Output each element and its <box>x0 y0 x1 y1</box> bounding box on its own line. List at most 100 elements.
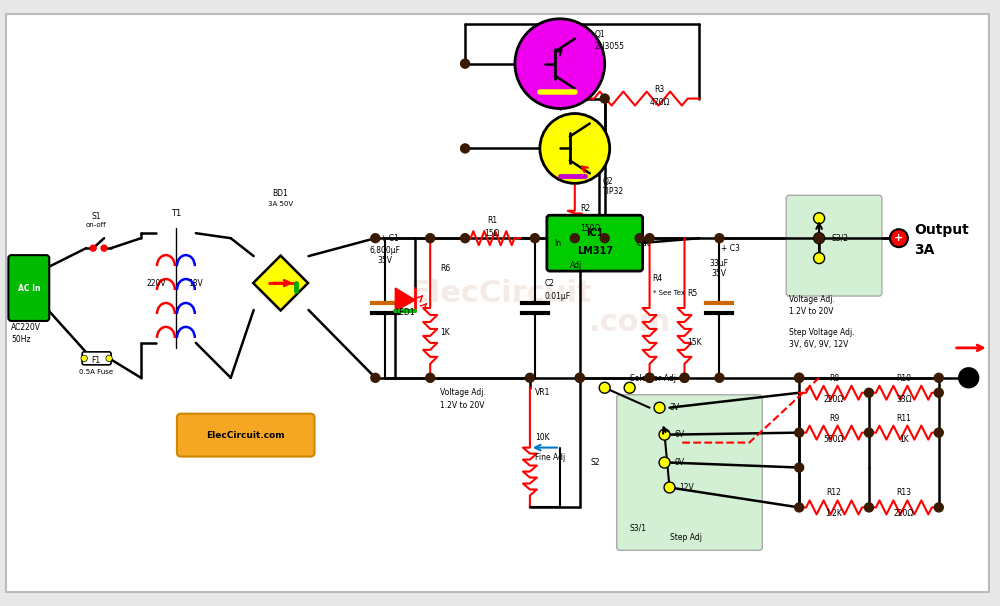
Text: ElecCircuit.com: ElecCircuit.com <box>206 431 285 439</box>
Circle shape <box>101 245 107 251</box>
Text: 10K: 10K <box>535 433 550 442</box>
Circle shape <box>795 503 804 512</box>
Text: BD1: BD1 <box>273 189 288 198</box>
Circle shape <box>795 373 804 382</box>
Text: F1: F1 <box>92 356 101 365</box>
Polygon shape <box>253 256 308 310</box>
Text: LED1: LED1 <box>395 308 415 317</box>
Circle shape <box>890 229 908 247</box>
Circle shape <box>570 234 579 242</box>
Circle shape <box>645 373 654 382</box>
Circle shape <box>90 245 96 251</box>
Circle shape <box>371 234 380 242</box>
Circle shape <box>795 463 804 472</box>
Circle shape <box>814 213 825 224</box>
Text: TIP32: TIP32 <box>603 187 624 196</box>
Text: S3/2: S3/2 <box>831 234 848 242</box>
Text: 2N3055: 2N3055 <box>595 42 625 51</box>
Text: S2: S2 <box>590 458 600 467</box>
Circle shape <box>715 234 724 242</box>
Text: R3: R3 <box>654 85 665 93</box>
Text: Voltage Adj.: Voltage Adj. <box>789 295 835 304</box>
Circle shape <box>795 373 804 382</box>
Text: 3A 50V: 3A 50V <box>268 201 293 207</box>
Text: R13: R13 <box>896 488 911 498</box>
Text: + C1: + C1 <box>380 234 399 243</box>
Text: LM317: LM317 <box>577 246 613 256</box>
Circle shape <box>645 373 654 382</box>
Circle shape <box>815 234 824 242</box>
Circle shape <box>515 19 605 108</box>
Text: 6,800μF: 6,800μF <box>370 246 401 255</box>
Text: S3/1: S3/1 <box>630 524 647 532</box>
Circle shape <box>680 373 689 382</box>
Circle shape <box>934 373 943 382</box>
Text: R11: R11 <box>896 414 911 422</box>
Circle shape <box>599 382 610 393</box>
Text: R5: R5 <box>687 288 698 298</box>
Circle shape <box>81 355 87 362</box>
Text: 1K: 1K <box>899 435 909 444</box>
Text: 220Ω: 220Ω <box>894 510 914 518</box>
Circle shape <box>864 503 873 512</box>
Text: R12: R12 <box>827 488 842 498</box>
Text: IC1: IC1 <box>586 228 603 238</box>
Circle shape <box>106 355 112 362</box>
Text: 15Ω: 15Ω <box>484 229 500 238</box>
Circle shape <box>461 234 470 242</box>
Circle shape <box>659 429 670 440</box>
Text: 560Ω: 560Ω <box>824 435 844 444</box>
Text: 35V: 35V <box>378 256 393 265</box>
Circle shape <box>654 402 665 413</box>
Text: Q2: Q2 <box>603 178 613 186</box>
Circle shape <box>635 234 644 242</box>
Text: 3A: 3A <box>914 243 934 257</box>
Text: T1: T1 <box>171 209 181 218</box>
Text: 220V: 220V <box>146 279 166 288</box>
Circle shape <box>814 233 825 244</box>
Text: 150Ω: 150Ω <box>580 224 600 233</box>
Text: 50Hz: 50Hz <box>11 335 31 344</box>
FancyBboxPatch shape <box>547 215 643 271</box>
Text: 220Ω: 220Ω <box>824 395 844 404</box>
Text: + C3: + C3 <box>721 244 740 253</box>
Text: R6: R6 <box>440 264 450 273</box>
Polygon shape <box>395 288 415 311</box>
Text: 3V, 6V, 9V, 12V: 3V, 6V, 9V, 12V <box>789 340 849 349</box>
Text: Out: Out <box>637 239 650 248</box>
Text: R2: R2 <box>580 204 590 213</box>
Circle shape <box>624 382 635 393</box>
Circle shape <box>575 373 584 382</box>
Text: Adj: Adj <box>570 261 582 270</box>
Circle shape <box>659 457 670 468</box>
Circle shape <box>864 388 873 398</box>
Circle shape <box>645 234 654 242</box>
Text: R4: R4 <box>653 273 663 282</box>
Text: 470Ω: 470Ω <box>649 98 670 107</box>
Text: 35V: 35V <box>712 269 727 278</box>
Text: R10: R10 <box>896 374 911 383</box>
Text: 33Ω: 33Ω <box>896 395 912 404</box>
Circle shape <box>540 113 610 184</box>
Text: Step Voltage Adj.: Step Voltage Adj. <box>789 328 855 337</box>
Text: 0.5A Fuse: 0.5A Fuse <box>79 369 113 375</box>
FancyBboxPatch shape <box>6 14 989 592</box>
Circle shape <box>795 428 804 437</box>
Text: Output: Output <box>914 223 969 237</box>
Text: R1: R1 <box>487 216 497 225</box>
Text: 6V: 6V <box>675 430 685 439</box>
Text: 0.01μF: 0.01μF <box>545 292 571 301</box>
Text: Voltage Adj.: Voltage Adj. <box>440 388 486 397</box>
Text: Selector Adj --: Selector Adj -- <box>630 374 684 383</box>
FancyBboxPatch shape <box>617 395 762 550</box>
Text: 1.2K: 1.2K <box>826 510 843 518</box>
Circle shape <box>426 373 435 382</box>
Circle shape <box>461 59 470 68</box>
FancyBboxPatch shape <box>786 195 882 296</box>
Text: on-off: on-off <box>86 222 106 228</box>
Text: 12V: 12V <box>680 483 694 492</box>
Circle shape <box>371 373 380 382</box>
Text: AC In: AC In <box>18 284 40 293</box>
Text: 3V: 3V <box>670 403 680 412</box>
Circle shape <box>600 234 609 242</box>
